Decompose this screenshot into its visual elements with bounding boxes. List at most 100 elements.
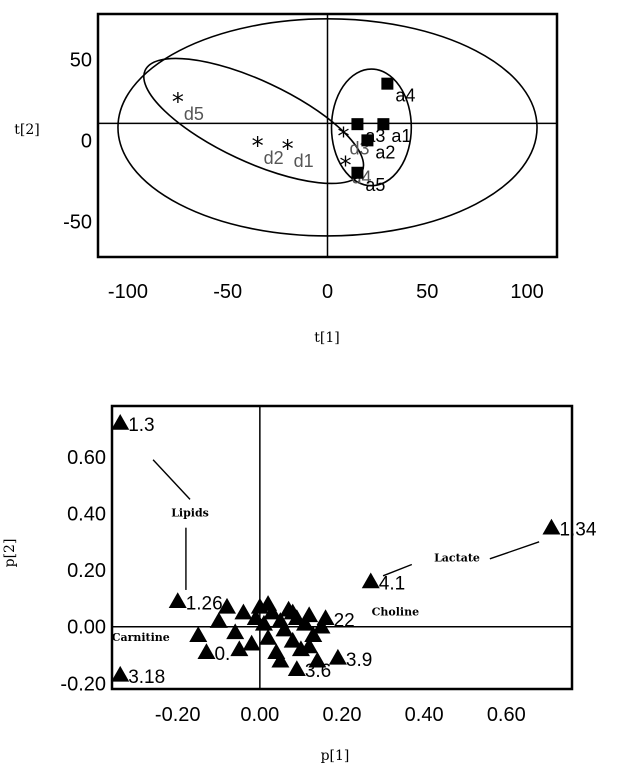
loading-y-tick--0.20: -0.20 [60, 673, 106, 695]
score-x-tick-0: 0 [322, 281, 333, 303]
loading-label-4.1: 4.1 [379, 573, 405, 594]
score-point-a4 [381, 77, 394, 90]
loading-x-tick-0.00: 0.00 [240, 704, 279, 726]
loading-label-1.3: 1.3 [128, 415, 154, 436]
annotation-lactate-leader [382, 563, 413, 577]
loading-point-8 [254, 614, 273, 631]
loading-point-0. [197, 643, 216, 659]
score-label-d1: d1 [294, 151, 314, 171]
score-x-tick-labels: -100 -50 0 50 100 [108, 281, 544, 303]
loading-annotations: Lipids Lactate Choline Carnitine [112, 459, 540, 644]
score-x-tick-100: 100 [510, 281, 543, 303]
score-point-a3 [351, 118, 364, 131]
score-y-tick--50: -50 [63, 211, 92, 233]
loading-label-3.6: 3.6 [305, 661, 331, 682]
loading-points: 1.3 1.34 4.1 1.26 3.18 3.9 3.6 22 0. [111, 413, 597, 688]
score-label-a1: a1 [391, 126, 411, 146]
score-point-d4: * [339, 151, 351, 179]
score-point-d1: * [282, 135, 294, 163]
score-label-a2: a2 [375, 142, 395, 162]
loading-point-5 [234, 603, 253, 620]
score-ellipse-2 [142, 57, 365, 185]
score-y-tick-50: 50 [70, 49, 92, 71]
loading-point-4.1 [361, 572, 380, 589]
loading-x-tick-labels: -0.20 0.00 0.20 0.40 0.60 [155, 704, 526, 726]
score-point-a1 [377, 118, 390, 131]
loading-label-22: 22 [334, 610, 355, 631]
loading-point-3 [218, 597, 236, 614]
loading-point-18 [296, 614, 315, 631]
loading-point-13 [275, 620, 294, 637]
annotation-lactate: Lactate [434, 552, 480, 565]
score-zero-lines [98, 14, 557, 257]
annotation-carnitine: Carnitine [112, 631, 170, 644]
annotation-choline: Choline [372, 605, 419, 618]
score-point-d2: * [252, 132, 264, 160]
loading-point-24 [246, 609, 265, 625]
loading-point-1.34 [542, 518, 561, 535]
score-label-a4: a4 [395, 86, 415, 106]
loading-point-3.6 [287, 660, 306, 676]
loading-point-9 [259, 629, 278, 645]
loading-x-tick-0.20: 0.20 [323, 704, 362, 726]
annotation-lipids-leader [152, 459, 191, 500]
loading-y-axis-label: p[2] [2, 539, 18, 568]
score-y-axis-label: t[2] [14, 122, 39, 138]
score-y-tick-0: 0 [81, 130, 92, 152]
loading-point-22 [316, 609, 335, 625]
loading-point-6 [242, 634, 261, 651]
loading-point-27 [283, 603, 302, 620]
loading-point-1.26 [168, 592, 187, 609]
loading-x-tick--0.20: -0.20 [155, 704, 201, 726]
score-plot: *d5*d2*d1*d3*d4a4a1a3a2a5 -100-50050100 … [14, 12, 559, 346]
loading-x-axis-label: p[1] [321, 748, 350, 764]
loading-point-3.9 [328, 648, 347, 665]
score-label-d5: d5 [184, 104, 204, 124]
loading-y-tick-0.60: 0.60 [67, 447, 106, 469]
loading-point-20 [304, 626, 323, 642]
loading-x-tick-0.60: 0.60 [487, 704, 526, 726]
annotation-lipids: Lipids [171, 506, 209, 519]
loading-label-1.26: 1.26 [186, 593, 223, 614]
loading-label-3.18: 3.18 [128, 667, 165, 688]
score-points: *d5*d2*d1*d3*d4a4a1a3a2a5 [172, 77, 415, 195]
loading-point-25 [230, 640, 249, 657]
loading-y-tick-0.20: 0.20 [67, 560, 106, 582]
score-label-d2: d2 [264, 148, 284, 168]
loading-point-19 [300, 606, 319, 623]
loading-label-0.: 0. [214, 644, 230, 665]
score-x-tick--100: -100 [108, 281, 148, 303]
loading-label-1.34: 1.34 [559, 520, 596, 541]
score-label-a5: a5 [365, 175, 385, 195]
loading-point-21 [308, 651, 327, 668]
loading-plot: Lipids Lactate Choline Carnitine 1.3 1.34 4.1… [2, 404, 597, 764]
loading-plot-frame [110, 404, 574, 691]
loading-x-tick-0.40: 0.40 [405, 704, 444, 726]
loading-y-tick-labels: 0.60 0.40 0.20 0.00 -0.20 [60, 447, 106, 695]
score-x-tick--50: -50 [213, 281, 242, 303]
loading-point-22 [312, 617, 331, 634]
score-y-tick-labels: 50 0 -50 [63, 49, 92, 233]
score-point-a2 [361, 134, 374, 147]
annotation-lactate-leader-2 [489, 541, 540, 560]
score-x-axis-label: t[1] [314, 330, 339, 346]
score-x-tick-50: 50 [416, 281, 438, 303]
score-ellipse-1 [117, 18, 538, 237]
loading-y-tick-0.40: 0.40 [67, 504, 106, 526]
loading-point-10 [263, 603, 282, 620]
score-point-d5: * [172, 88, 184, 116]
loading-zero-lines [112, 406, 572, 689]
score-ellipse-3 [330, 68, 413, 187]
loading-point-23 [271, 651, 290, 668]
loading-point-15 [283, 631, 302, 648]
score-point-a5 [351, 166, 364, 179]
loading-label-3.9: 3.9 [346, 650, 372, 671]
loading-point-1 [189, 626, 208, 642]
loading-point-2 [209, 612, 228, 628]
loading-point-1.3 [111, 413, 130, 430]
score-point-d3: * [337, 122, 349, 150]
loading-point-4 [226, 623, 245, 640]
loading-y-tick-0.00: 0.00 [67, 617, 106, 639]
loading-point-28 [300, 637, 319, 654]
